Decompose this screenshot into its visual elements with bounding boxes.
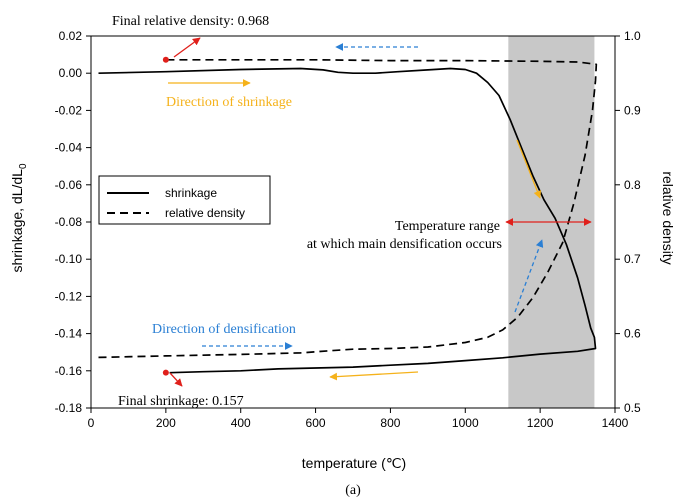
x-tick-label: 1200 — [527, 416, 554, 430]
annotation-temp-range-line2: at which main densification occurs — [307, 237, 502, 252]
final-density-point — [162, 56, 169, 63]
annotation-temp-range-line1: Temperature range — [395, 219, 500, 234]
densification-arrow-rise — [514, 239, 544, 313]
y-left-title-main: shrinkage, dL/dL — [9, 169, 25, 273]
y-left-tick-label: -0.14 — [55, 327, 83, 341]
relative-density-series-line — [98, 58, 598, 359]
shrinkage-arrow-densification — [516, 139, 542, 199]
y-left-tick-label: -0.08 — [55, 215, 83, 229]
y-right-tick-label: 1.0 — [624, 29, 641, 43]
annotation-direction-shrinkage: Direction of shrinkage — [166, 95, 292, 110]
x-axis-title: temperature (℃) — [302, 455, 406, 471]
y-left-tick-label: -0.10 — [55, 252, 83, 266]
y-left-tick-label: -0.04 — [55, 141, 83, 155]
shrinkage-arrow-cooling — [329, 371, 419, 381]
annotation-direction-densification: Direction of densification — [152, 322, 296, 337]
legend-relative-density: relative density — [165, 206, 245, 220]
y-axis-left-title: shrinkage, dL/dL0 — [9, 163, 29, 273]
y-left-tick-label: 0.02 — [59, 29, 83, 43]
x-tick-label: 1000 — [452, 416, 479, 430]
annotation-final-shrinkage: Final shrinkage: 0.157 — [118, 394, 244, 409]
figure-caption: (a) — [345, 483, 361, 498]
final-shrinkage-pointer — [169, 372, 183, 387]
y-right-tick-label: 0.6 — [624, 327, 641, 341]
y-right-tick-label: 0.5 — [624, 401, 641, 415]
legend-shrinkage: shrinkage — [165, 186, 217, 200]
x-tick-label: 200 — [156, 416, 176, 430]
x-tick-label: 600 — [306, 416, 326, 430]
shrinkage-series-line — [98, 67, 597, 374]
annotation-final-density: Final relative density: 0.968 — [112, 14, 269, 29]
y-left-tick-label: 0.00 — [59, 66, 83, 80]
x-tick-label: 400 — [231, 416, 251, 430]
y-left-tick-label: -0.16 — [55, 364, 83, 378]
y-left-tick-label: -0.02 — [55, 103, 83, 117]
y-left-tick-label: -0.06 — [55, 178, 83, 192]
y-right-tick-label: 0.7 — [624, 252, 641, 266]
y-left-title-sub: 0 — [18, 163, 29, 169]
y-left-tick-label: -0.12 — [55, 289, 83, 303]
final-shrinkage-point — [162, 369, 169, 376]
y-right-tick-label: 0.8 — [624, 178, 641, 192]
y-axis-right-title: relative density — [660, 171, 674, 264]
x-tick-label: 0 — [88, 416, 95, 430]
x-tick-label: 1400 — [602, 416, 629, 430]
y-right-tick-label: 0.9 — [624, 103, 641, 117]
x-tick-label: 800 — [380, 416, 400, 430]
y-left-tick-label: -0.18 — [55, 401, 83, 415]
legend: shrinkage relative density — [98, 175, 271, 225]
final-density-pointer — [173, 37, 201, 58]
